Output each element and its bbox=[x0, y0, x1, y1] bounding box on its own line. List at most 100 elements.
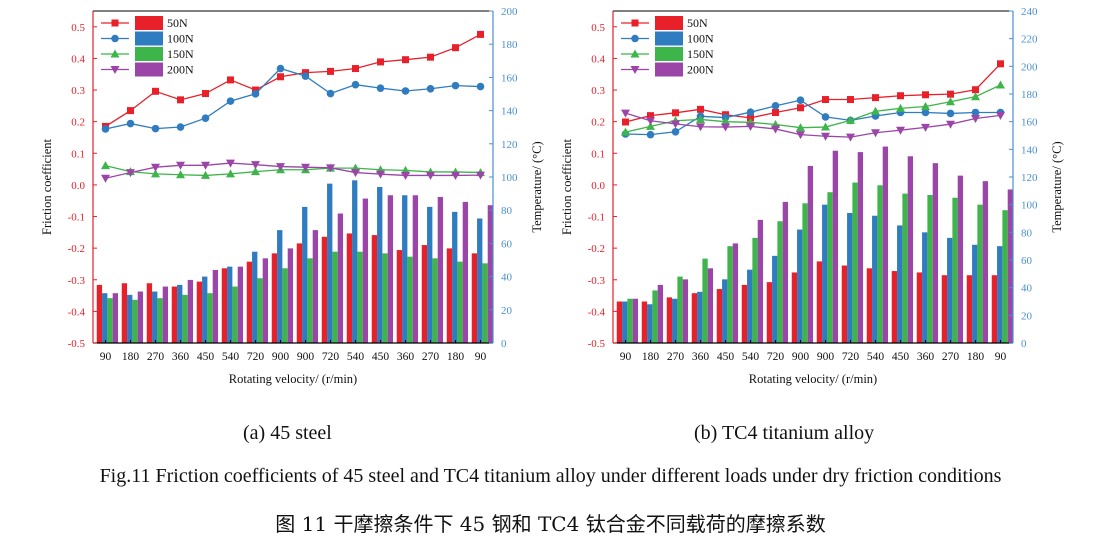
x-tick-label: 720 bbox=[767, 351, 785, 363]
friction-point-200N bbox=[226, 159, 235, 168]
temperature-bar-200N bbox=[1007, 189, 1014, 343]
friction-point-200N bbox=[721, 123, 730, 132]
y2-tick-label: 20 bbox=[1021, 310, 1033, 322]
x-tick-label: 900 bbox=[272, 351, 290, 363]
y2-tick-label: 40 bbox=[1021, 283, 1033, 295]
friction-point-150N bbox=[971, 92, 980, 101]
temperature-bar-150N bbox=[457, 261, 463, 343]
temperature-bar-150N bbox=[752, 237, 758, 343]
temperature-bar-150N bbox=[332, 251, 338, 343]
friction-point-50N bbox=[427, 53, 434, 61]
temperature-bar-50N bbox=[421, 245, 428, 343]
legend-label-100N: 100N bbox=[687, 32, 714, 46]
temperature-bar-200N bbox=[487, 205, 494, 343]
temperature-bar-100N bbox=[427, 206, 433, 343]
subtitle-a: (a) 45 steel bbox=[243, 422, 332, 444]
temperature-bar-50N bbox=[791, 272, 798, 343]
x-tick-label: 90 bbox=[475, 351, 487, 363]
friction-point-150N bbox=[176, 170, 185, 179]
temperature-bar-200N bbox=[112, 293, 119, 343]
friction-line-50N bbox=[625, 63, 1001, 123]
friction-point-150N bbox=[151, 169, 160, 178]
friction-point-50N bbox=[972, 86, 979, 94]
friction-point-200N bbox=[621, 109, 630, 118]
friction-point-100N bbox=[426, 84, 435, 93]
y-tick-label: 0.2 bbox=[591, 117, 605, 129]
friction-point-50N bbox=[872, 94, 879, 102]
friction-point-150N bbox=[401, 165, 410, 174]
temperature-bar-150N bbox=[727, 246, 733, 343]
temperature-bar-50N bbox=[966, 275, 973, 343]
legend-marker-50N bbox=[111, 19, 119, 27]
caption-en: Fig.11 Friction coefficients of 45 steel… bbox=[99, 465, 1002, 487]
temperature-bar-150N bbox=[132, 299, 138, 343]
temperature-bar-100N bbox=[847, 212, 853, 343]
friction-point-150N bbox=[846, 115, 855, 124]
temperature-bar-150N bbox=[877, 185, 883, 343]
friction-point-100N bbox=[796, 96, 805, 104]
friction-point-50N bbox=[772, 108, 779, 116]
friction-line-200N bbox=[625, 112, 1001, 138]
y2-tick-label: 0 bbox=[501, 338, 507, 350]
y-tick-label: 0.2 bbox=[71, 117, 85, 129]
temperature-bar-150N bbox=[307, 258, 313, 343]
temperature-bar-100N bbox=[997, 246, 1003, 343]
temperature-bar-150N bbox=[927, 194, 933, 343]
x-tick-label: 540 bbox=[742, 351, 760, 363]
temperature-bar-50N bbox=[691, 293, 698, 343]
y2-tick-label: 240 bbox=[1021, 6, 1038, 18]
friction-line-100N bbox=[105, 67, 481, 130]
chart-b: -0.5 -0.4 -0.3 -0.2 -0.1 0.0 0.1 0.2 0.3 0.4 0.5 0 2… bbox=[560, 6, 1064, 386]
temperature-bar-100N bbox=[202, 276, 208, 343]
x-tick-label: 360 bbox=[397, 351, 415, 363]
temperature-bar-200N bbox=[287, 248, 294, 343]
temperature-bar-150N bbox=[382, 253, 388, 343]
friction-point-50N bbox=[672, 109, 679, 117]
legend-marker-100N bbox=[631, 34, 639, 43]
temperature-bar-50N bbox=[741, 284, 748, 343]
friction-point-200N bbox=[451, 171, 460, 180]
x-tick-label: 270 bbox=[147, 351, 165, 363]
temperature-bar-150N bbox=[977, 204, 983, 343]
legend-swatch-100N bbox=[135, 31, 163, 46]
friction-point-100N bbox=[151, 124, 160, 133]
y-tick-label: -0.2 bbox=[588, 243, 605, 255]
y2-tick-label: 100 bbox=[501, 172, 518, 184]
friction-point-150N bbox=[921, 101, 930, 110]
friction-point-200N bbox=[871, 129, 880, 138]
friction-point-150N bbox=[996, 80, 1005, 89]
legend-swatch-150N bbox=[135, 47, 163, 61]
temperature-bar-50N bbox=[616, 301, 623, 343]
x-tick-label: 180 bbox=[447, 351, 465, 363]
friction-point-100N bbox=[671, 127, 680, 136]
temperature-bar-50N bbox=[221, 268, 228, 343]
temperature-bar-200N bbox=[782, 201, 789, 343]
y-tick-label: 0.0 bbox=[591, 180, 605, 192]
friction-point-50N bbox=[797, 104, 804, 112]
temperature-bar-150N bbox=[407, 256, 413, 343]
y-tick-label: -0.1 bbox=[588, 212, 605, 224]
legend-marker-100N bbox=[111, 34, 119, 43]
friction-point-100N bbox=[476, 82, 485, 91]
temperature-bar-50N bbox=[271, 253, 278, 343]
legend-label-150N: 150N bbox=[687, 47, 714, 61]
friction-point-100N bbox=[771, 102, 780, 110]
friction-point-200N bbox=[846, 133, 855, 142]
temperature-bar-50N bbox=[716, 289, 723, 343]
temperature-bar-50N bbox=[346, 233, 353, 343]
friction-point-150N bbox=[101, 161, 110, 170]
friction-line-100N bbox=[625, 99, 1001, 136]
y-axis-label: Friction coefficient bbox=[560, 139, 574, 235]
temperature-bar-150N bbox=[852, 182, 858, 343]
temperature-bar-50N bbox=[916, 272, 923, 343]
temperature-bar-200N bbox=[932, 163, 939, 343]
y2-axis-label: Temperature/ (°C) bbox=[530, 141, 544, 232]
friction-point-200N bbox=[971, 115, 980, 124]
friction-point-200N bbox=[671, 120, 680, 129]
temperature-bar-150N bbox=[1002, 210, 1008, 343]
legend-marker-200N bbox=[630, 66, 640, 74]
temperature-bar-150N bbox=[652, 290, 658, 343]
friction-line-200N bbox=[105, 162, 481, 179]
